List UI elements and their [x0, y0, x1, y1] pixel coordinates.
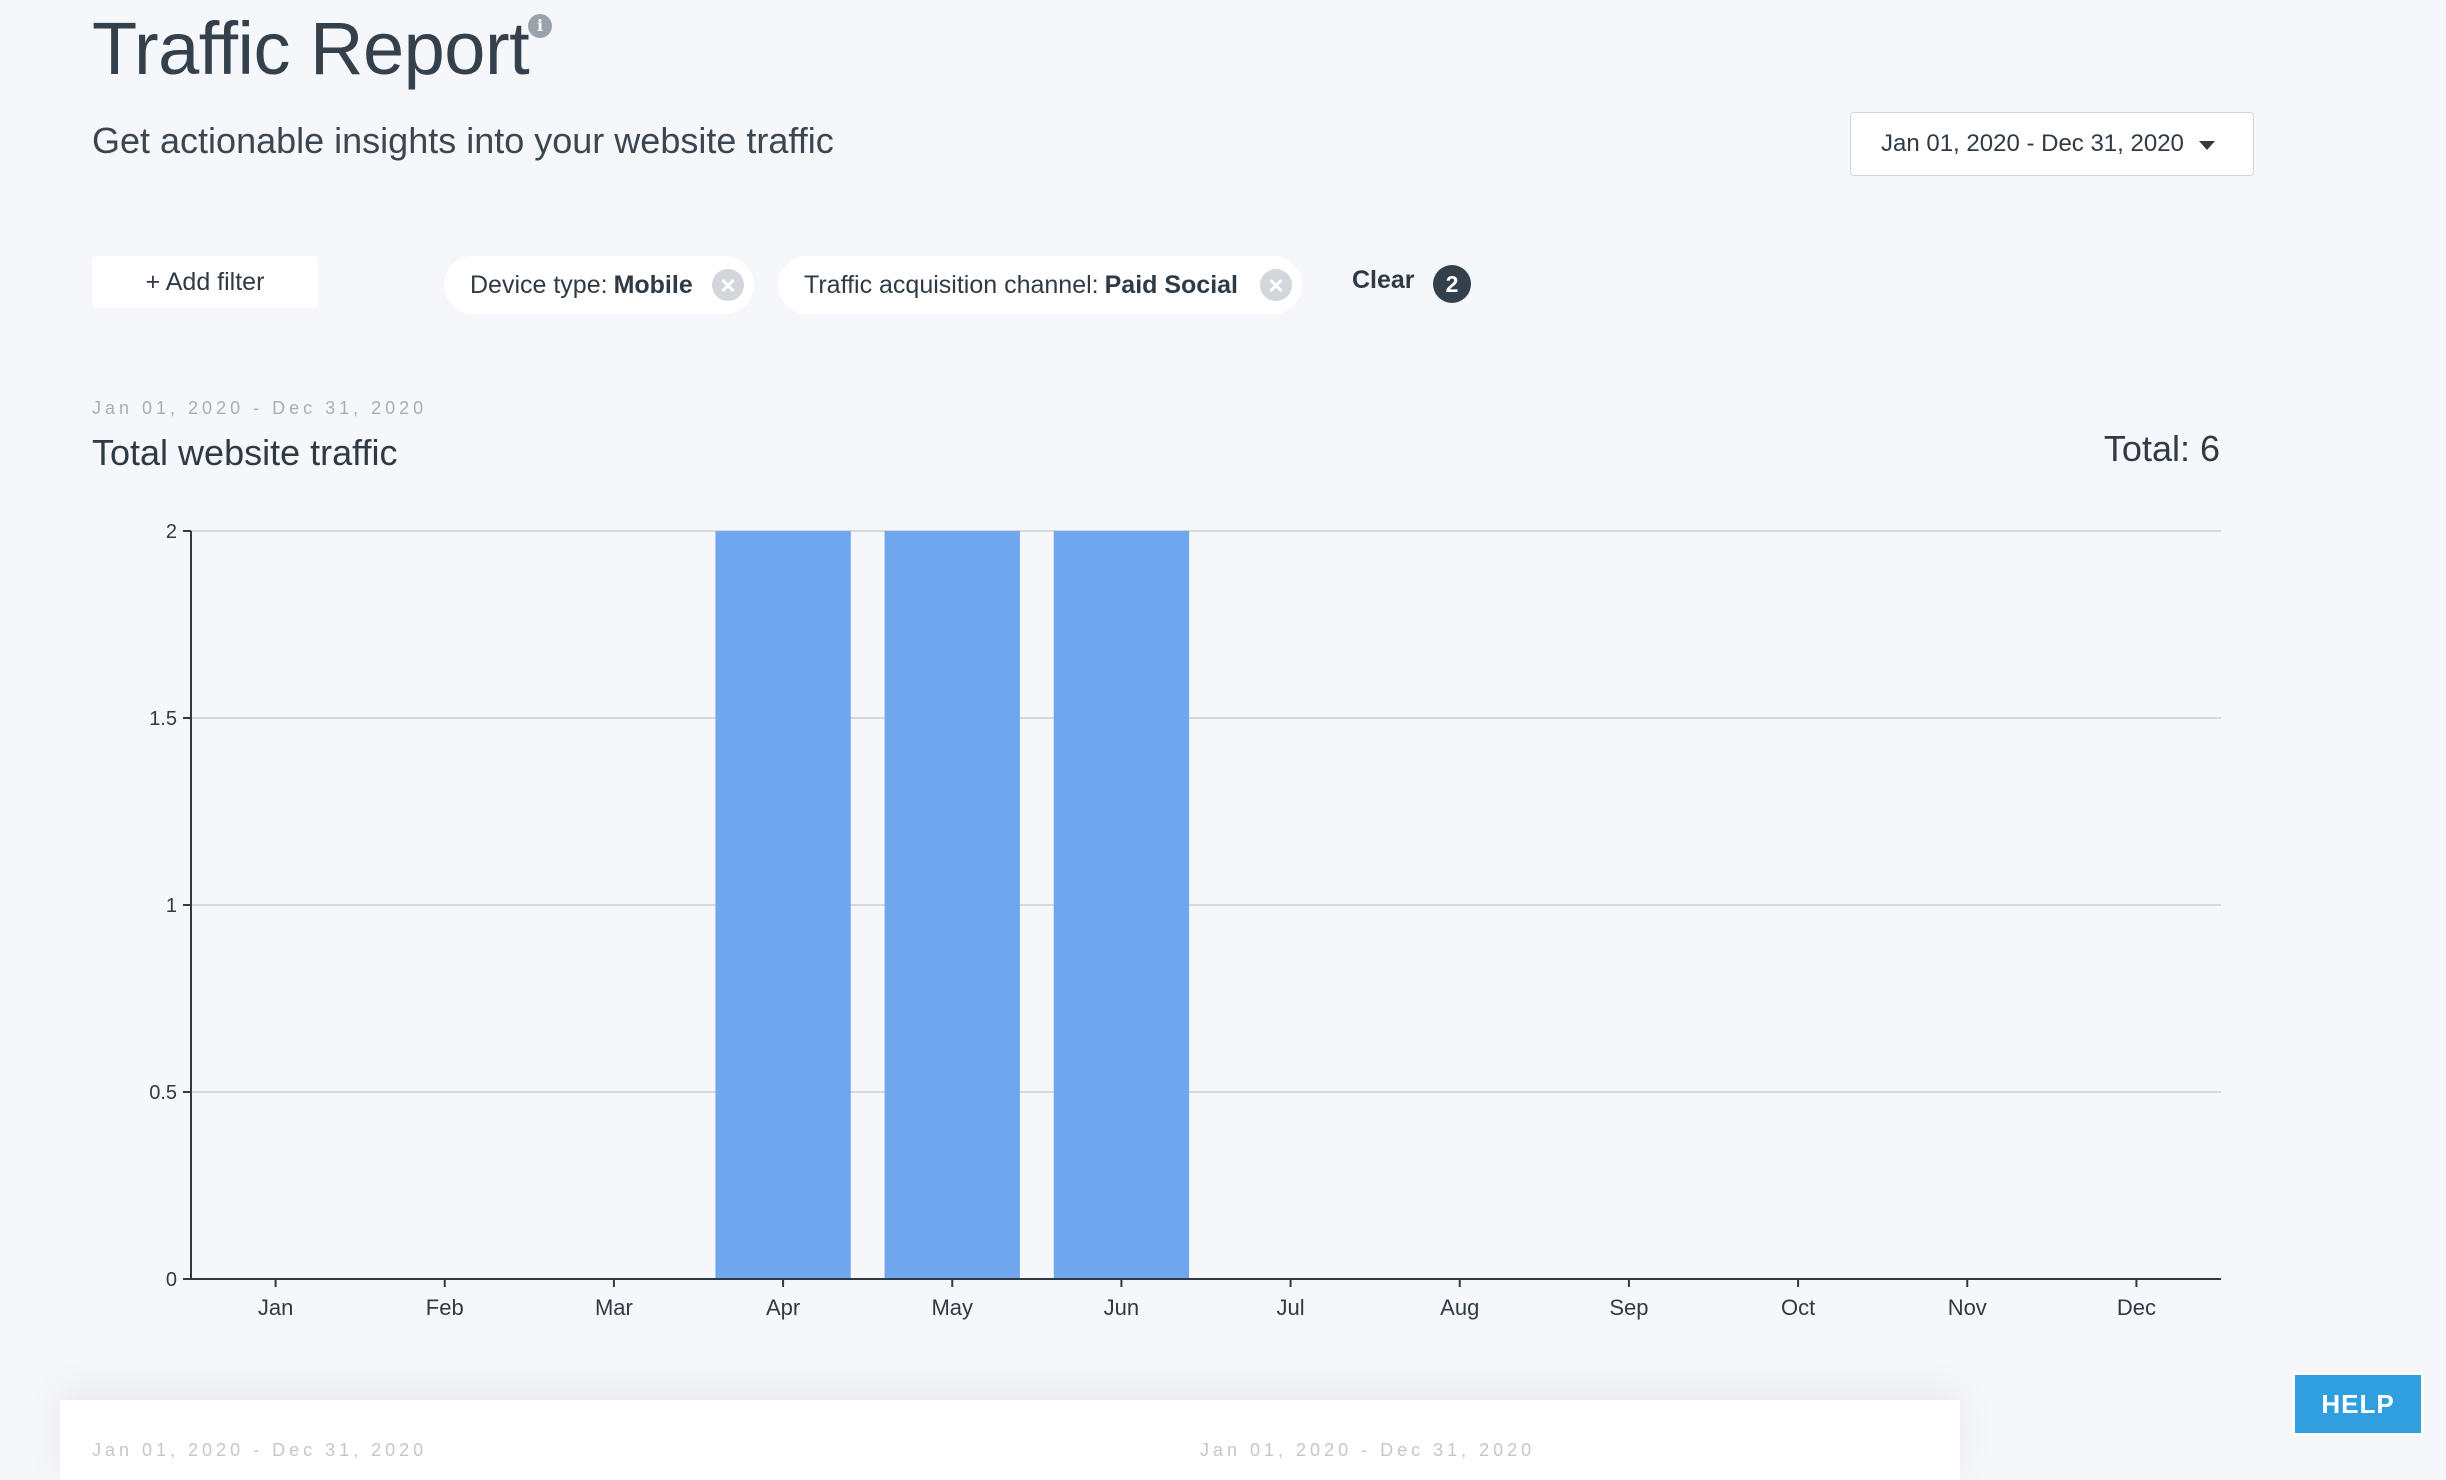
- chevron-down-icon: [2199, 141, 2215, 150]
- x-tick-label: Nov: [1948, 1295, 1987, 1320]
- y-tick-label: 1: [166, 895, 177, 917]
- traffic-bar-chart: 0 0.5 1 1.5 2 Jan Feb Mar Apr May Jun Jul Aug Sep Oct N…: [149, 521, 2221, 1320]
- x-tick-label: Oct: [1781, 1295, 1815, 1320]
- x-tick-label: Sep: [1609, 1295, 1648, 1320]
- help-button[interactable]: HELP: [2292, 1372, 2424, 1436]
- add-filter-button[interactable]: + Add filter: [92, 256, 318, 308]
- x-tick-label: Apr: [766, 1295, 800, 1320]
- filter-chip-traffic-channel: Traffic acquisition channel: Paid Social: [778, 256, 1302, 314]
- x-tick-label: Mar: [595, 1295, 633, 1320]
- filter-chip-value: Paid Social: [1104, 270, 1238, 299]
- filter-chip-label: Device type:: [470, 270, 608, 299]
- bar-apr: [715, 531, 851, 1279]
- y-tick-label: 1.5: [149, 708, 177, 730]
- chart-total: Total: 6: [2103, 428, 2220, 469]
- bar-jun: [1053, 531, 1190, 1279]
- close-icon[interactable]: [712, 269, 744, 301]
- date-range-value: Jan 01, 2020 - Dec 31, 2020: [1881, 130, 2184, 157]
- chart-date-range: Jan 01, 2020 - Dec 31, 2020: [92, 398, 428, 418]
- chart-title: Total website traffic: [92, 432, 398, 473]
- filter-chip-label: Traffic acquisition channel:: [804, 270, 1099, 299]
- x-tick-label: Dec: [2117, 1295, 2156, 1320]
- next-chart-range-left: Jan 01, 2020 - Dec 31, 2020: [92, 1440, 428, 1460]
- next-chart-range-right: Jan 01, 2020 - Dec 31, 2020: [1200, 1440, 1536, 1460]
- filter-chip-value: Mobile: [613, 270, 693, 299]
- bar-may: [884, 531, 1020, 1279]
- y-tick-label: 0: [166, 1269, 177, 1291]
- x-tick-label: Jul: [1277, 1295, 1305, 1320]
- close-icon[interactable]: [1260, 269, 1292, 301]
- filter-chip-device-type: Device type: Mobile: [444, 256, 754, 314]
- filter-count-badge: 2: [1433, 265, 1471, 303]
- page-subtitle: Get actionable insights into your websit…: [92, 120, 834, 161]
- x-tick-label: Aug: [1440, 1295, 1479, 1320]
- date-range-picker[interactable]: Jan 01, 2020 - Dec 31, 2020: [1850, 112, 2254, 176]
- clear-filters-button[interactable]: Clear: [1352, 266, 1415, 294]
- x-tick-label: May: [931, 1295, 973, 1320]
- x-tick-label: Jan: [258, 1295, 293, 1320]
- page-title: Traffic Report: [92, 7, 530, 90]
- y-tick-label: 2: [166, 521, 177, 543]
- y-tick-label: 0.5: [149, 1082, 177, 1104]
- x-tick-label: Feb: [426, 1295, 464, 1320]
- info-icon[interactable]: i: [528, 14, 552, 38]
- x-tick-label: Jun: [1104, 1295, 1139, 1320]
